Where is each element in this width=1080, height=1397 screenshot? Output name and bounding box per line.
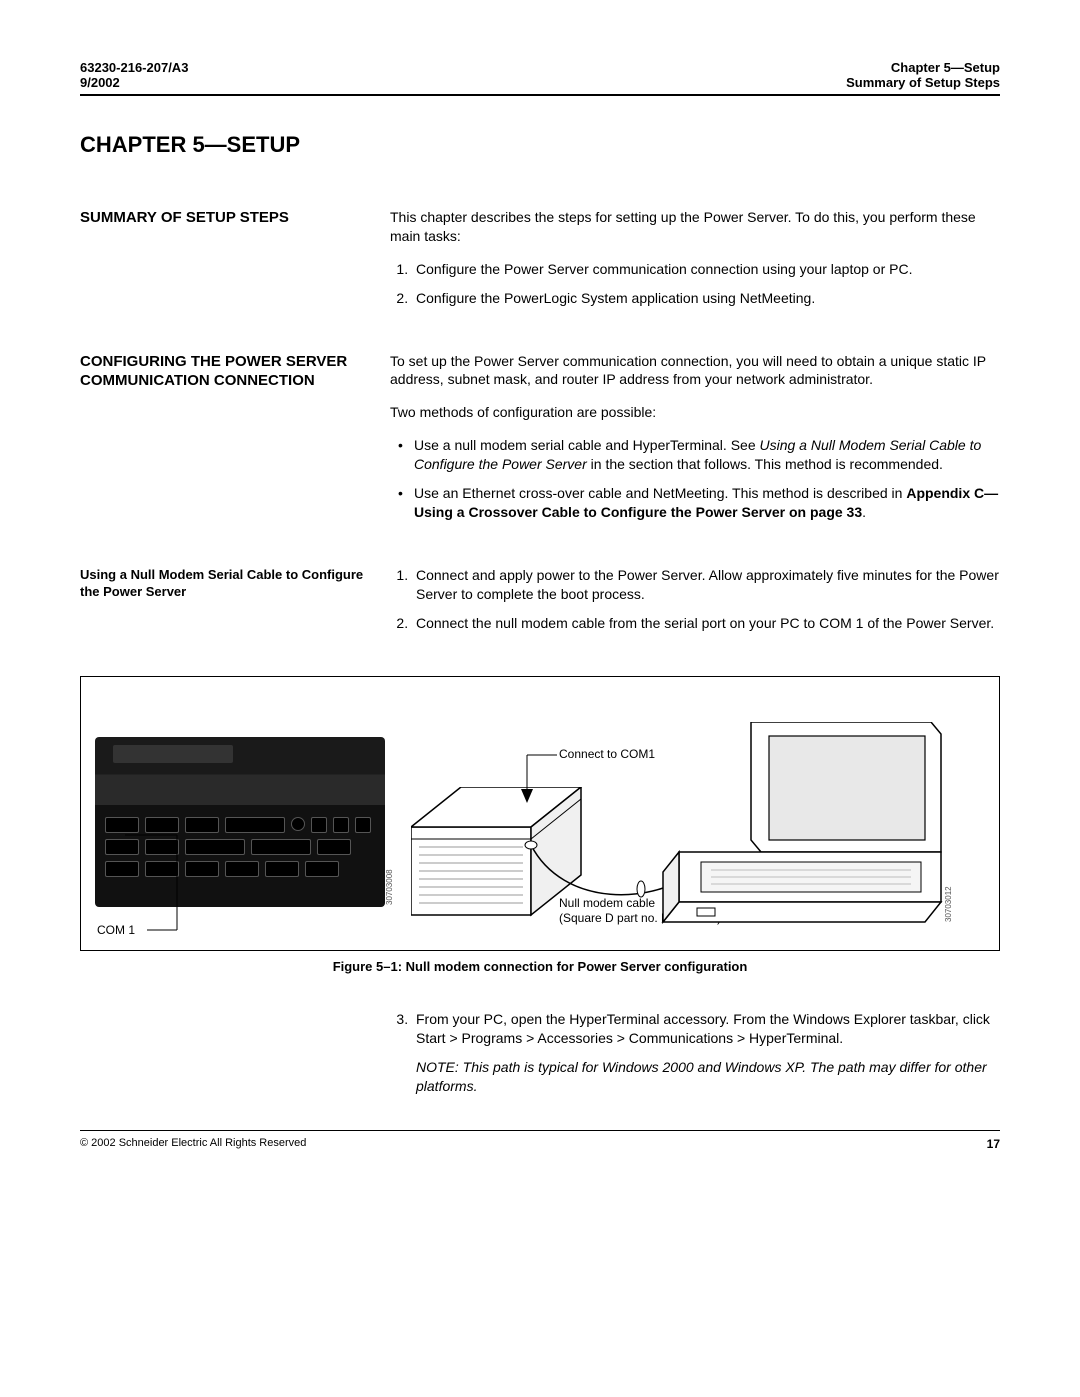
- figure-5-1: 30703008 COM 1 Connect to COM1: [80, 676, 1000, 951]
- page-header: 63230-216-207/A3 9/2002 Chapter 5—Setup …: [80, 60, 1000, 96]
- chapter-ref: Chapter 5—Setup: [846, 60, 1000, 75]
- list-item: From your PC, open the HyperTerminal acc…: [412, 1010, 1000, 1048]
- figure-code-right: 30703012: [944, 887, 953, 923]
- list-item: Connect and apply power to the Power Ser…: [412, 566, 1000, 604]
- nullmodem-subheading: Using a Null Modem Serial Cable to Confi…: [80, 566, 370, 601]
- header-left: 63230-216-207/A3 9/2002: [80, 60, 188, 90]
- header-right: Chapter 5—Setup Summary of Setup Steps: [846, 60, 1000, 90]
- com1-leader-line: [95, 817, 215, 937]
- connect-com1-label: Connect to COM1: [559, 747, 655, 762]
- doc-date: 9/2002: [80, 75, 188, 90]
- config-para1: To set up the Power Server communication…: [390, 352, 1000, 390]
- config-para2: Two methods of configuration are possibl…: [390, 403, 1000, 422]
- manual-page: 63230-216-207/A3 9/2002 Chapter 5—Setup …: [0, 0, 1080, 1191]
- section-nullmodem: Using a Null Modem Serial Cable to Confi…: [80, 566, 1000, 643]
- section-config: CONFIGURING THE POWER SERVER COMMUNICATI…: [80, 352, 1000, 532]
- section-summary: SUMMARY OF SETUP STEPS This chapter desc…: [80, 208, 1000, 318]
- connect-arrow: [497, 747, 567, 817]
- summary-heading: SUMMARY OF SETUP STEPS: [80, 208, 370, 228]
- bullet-tail: .: [862, 504, 866, 520]
- list-item: Configure the Power Server communication…: [412, 260, 1000, 279]
- figure-caption: Figure 5–1: Null modem connection for Po…: [80, 959, 1000, 974]
- doc-number: 63230-216-207/A3: [80, 60, 188, 75]
- page-footer: © 2002 Schneider Electric All Rights Res…: [80, 1131, 1000, 1151]
- summary-steps: Configure the Power Server communication…: [390, 260, 1000, 308]
- platform-note: NOTE: This path is typical for Windows 2…: [390, 1058, 1000, 1096]
- section-nullmodem-cont: From your PC, open the HyperTerminal acc…: [80, 1010, 1000, 1110]
- summary-intro: This chapter describes the steps for set…: [390, 208, 1000, 246]
- chapter-title: CHAPTER 5—SETUP: [80, 132, 1000, 158]
- bullet-lead: Use an Ethernet cross-over cable and Net…: [414, 485, 906, 501]
- list-item: Configure the PowerLogic System applicat…: [412, 289, 1000, 308]
- list-item: Use a null modem serial cable and HyperT…: [404, 436, 1000, 474]
- copyright-text: © 2002 Schneider Electric All Rights Res…: [80, 1137, 306, 1151]
- figure-code-left: 30703008: [385, 870, 394, 906]
- section-ref: Summary of Setup Steps: [846, 75, 1000, 90]
- config-bullets: Use a null modem serial cable and HyperT…: [390, 436, 1000, 522]
- list-item: Use an Ethernet cross-over cable and Net…: [404, 484, 1000, 522]
- config-heading: CONFIGURING THE POWER SERVER COMMUNICATI…: [80, 352, 370, 391]
- nullmodem-steps-a: Connect and apply power to the Power Ser…: [390, 566, 1000, 633]
- bullet-tail: in the section that follows. This method…: [587, 456, 943, 472]
- list-item: Connect the null modem cable from the se…: [412, 614, 1000, 633]
- page-number: 17: [987, 1137, 1000, 1151]
- bullet-lead: Use a null modem serial cable and HyperT…: [414, 437, 760, 453]
- laptop-line-drawing: [661, 722, 951, 932]
- nullmodem-steps-b: From your PC, open the HyperTerminal acc…: [390, 1010, 1000, 1048]
